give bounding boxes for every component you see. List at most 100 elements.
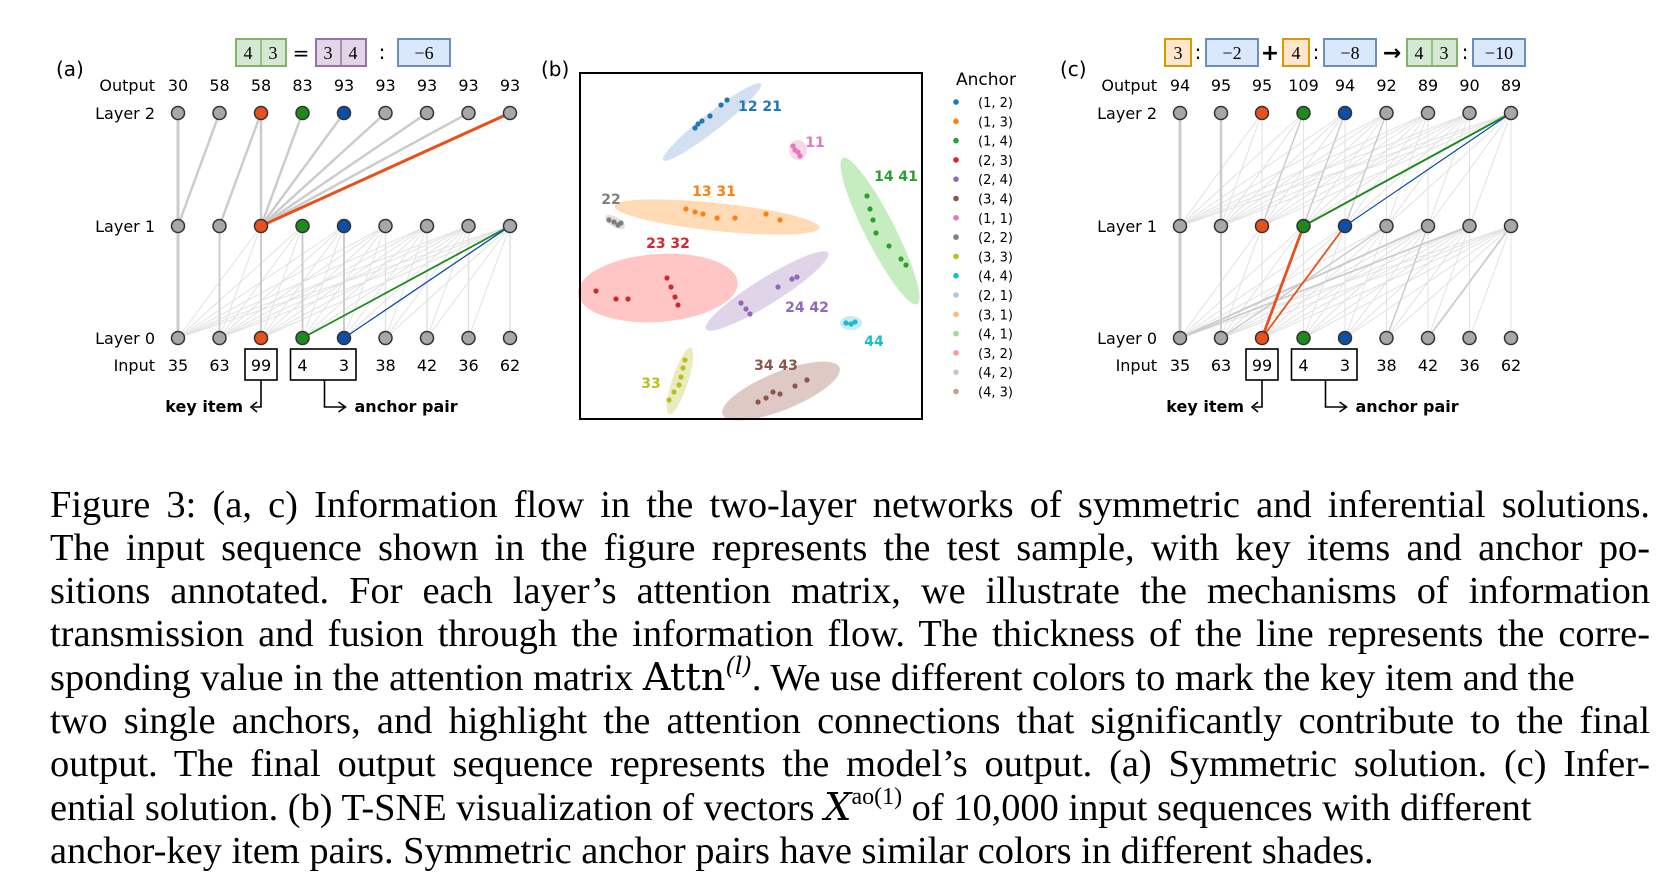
eq-c-result-box xyxy=(1472,38,1526,67)
a-node-l0 xyxy=(170,330,186,346)
a-node-l0 xyxy=(336,330,352,346)
c-node-l2 xyxy=(1462,105,1477,121)
a-row-label-layer1: Layer 1 xyxy=(95,217,155,236)
eq-left-2: 3 xyxy=(269,43,278,63)
caption-line-5b: . We use different colors to mark the ke… xyxy=(751,657,1575,699)
tsne-point xyxy=(790,143,796,149)
tsne-point xyxy=(870,217,876,223)
caption-line-9: anchor-key item pairs. Symmetric anchor … xyxy=(50,830,1374,872)
legend-entry: (1, 3) xyxy=(978,115,1013,130)
c-input-value: 4 xyxy=(1298,356,1308,375)
c-output-value: 95 xyxy=(1252,76,1272,95)
panel-b: (b) 12 21 11 14 41 22 13 31 23 32 24 42 44 33 34 … xyxy=(541,57,1016,421)
tsne-point xyxy=(700,211,706,217)
c-node-l1 xyxy=(1503,218,1519,234)
tsne-point xyxy=(738,300,744,306)
eq-colon: : xyxy=(379,40,386,64)
a-input-value: 99 xyxy=(251,356,271,375)
legend-marker xyxy=(953,195,959,202)
legend-entry: (3, 3) xyxy=(978,250,1013,265)
tsne-point xyxy=(873,230,879,236)
c-row-label-layer2: Layer 2 xyxy=(1097,104,1157,123)
tsne-point xyxy=(666,397,672,403)
caption-line-7: output. The final output sequence repres… xyxy=(50,743,1650,785)
legend-entry: (4, 2) xyxy=(978,366,1013,381)
c-output-value: 95 xyxy=(1211,76,1231,95)
tsne-point xyxy=(797,153,803,159)
legend-entry: (3, 1) xyxy=(978,308,1013,323)
legend: (1, 2) (1, 3) (1, 4) (2, 3) (2, 4) (3, 4) (1, … xyxy=(953,96,1013,401)
tsne-point xyxy=(848,321,854,327)
tsne-point xyxy=(732,215,738,221)
a-node-l0 xyxy=(502,330,518,346)
c-node-l2 xyxy=(1254,105,1270,121)
c-node-l0 xyxy=(1296,330,1311,346)
caption-line-2: The input sequence shown in the figure r… xyxy=(50,527,1650,569)
a-node-l2 xyxy=(461,105,476,121)
legend-entry: (1, 2) xyxy=(978,96,1013,111)
panel-c-label: (c) xyxy=(1060,57,1087,81)
c-node-l1 xyxy=(1337,218,1353,234)
panel-c-equation: 3 : −2 + 4 : −8 → 4 3 : −10 xyxy=(1164,38,1526,67)
c-node-l1 xyxy=(1172,218,1188,234)
legend-marker xyxy=(953,157,959,163)
c-node-l2 xyxy=(1296,105,1311,121)
eq-c-b: 4 xyxy=(1292,43,1301,63)
legend-entry: (2, 2) xyxy=(978,231,1013,246)
c-row-label-output: Output xyxy=(1101,76,1157,95)
a-output-value: 58 xyxy=(209,76,229,95)
c-anchor-arrow xyxy=(1324,380,1346,408)
eq-c-colon2: : xyxy=(1313,40,1320,64)
figure-3: (a) 4 3 = 3 4 : −6 Output Layer 2 Layer 1 L… xyxy=(56,38,1526,421)
a-input-value: 62 xyxy=(500,356,520,375)
tsne-point xyxy=(606,217,612,223)
tsne-point xyxy=(682,357,688,363)
eq-c-arrow: → xyxy=(1383,41,1401,66)
a-key-item-label: key item xyxy=(165,397,243,416)
a-node-l2 xyxy=(295,105,310,121)
caption-line-1: Figure 3: (a, c) Information flow in the… xyxy=(50,484,1650,526)
c-output-value: 109 xyxy=(1288,76,1319,95)
tsne-point xyxy=(775,284,781,290)
a-row-label-input: Input xyxy=(114,356,155,375)
a-output-value: 93 xyxy=(458,76,478,95)
a-node-l0 xyxy=(378,330,393,346)
cluster-label: 13 31 xyxy=(692,184,736,200)
tsne-point xyxy=(770,389,776,395)
eq-equals: = xyxy=(293,41,310,65)
a-node-l1 xyxy=(170,218,186,234)
tsne-point xyxy=(804,377,810,383)
cluster-label: 12 21 xyxy=(738,99,782,115)
c-node-l0 xyxy=(1172,330,1188,346)
legend-marker xyxy=(953,215,959,221)
c-row-label-layer1: Layer 1 xyxy=(1097,217,1157,236)
eq-c-pair-2: 3 xyxy=(1440,43,1449,63)
eq-right-1: 3 xyxy=(324,43,333,63)
cluster-ellipse xyxy=(722,361,840,421)
a-node-l2 xyxy=(502,105,518,121)
c-attention-lines xyxy=(1178,111,1512,340)
tsne-point xyxy=(707,113,713,119)
legend-entry: (4, 1) xyxy=(978,328,1013,343)
network-a: Output Layer 2 Layer 1 Layer 0 Input 30 58 58 83… xyxy=(95,76,520,416)
legend-entry: (2, 3) xyxy=(978,154,1013,169)
legend-entry: (2, 1) xyxy=(978,289,1013,304)
figure-caption: Figure 3: (a, c) Information flow in the… xyxy=(50,484,1650,873)
caption-line-5: sponding value in the attention matrix A… xyxy=(50,654,1650,700)
c-input-value: 42 xyxy=(1418,356,1438,375)
a-node-l2 xyxy=(336,105,352,121)
c-node-l0 xyxy=(1337,330,1353,346)
tsne-point xyxy=(792,383,798,389)
tsne-point xyxy=(763,211,769,217)
eq-left-1: 4 xyxy=(244,43,253,63)
caption-x-sup: ao(1) xyxy=(851,784,903,810)
legend-marker xyxy=(953,118,959,125)
tsne-point xyxy=(724,97,730,103)
c-node-l1 xyxy=(1254,218,1270,234)
legend-marker xyxy=(953,272,959,279)
c-input-value: 38 xyxy=(1376,356,1396,375)
tsne-point xyxy=(747,311,753,317)
legend-marker xyxy=(953,311,959,318)
a-input-value: 3 xyxy=(339,356,349,375)
c-node-l2 xyxy=(1213,105,1229,121)
